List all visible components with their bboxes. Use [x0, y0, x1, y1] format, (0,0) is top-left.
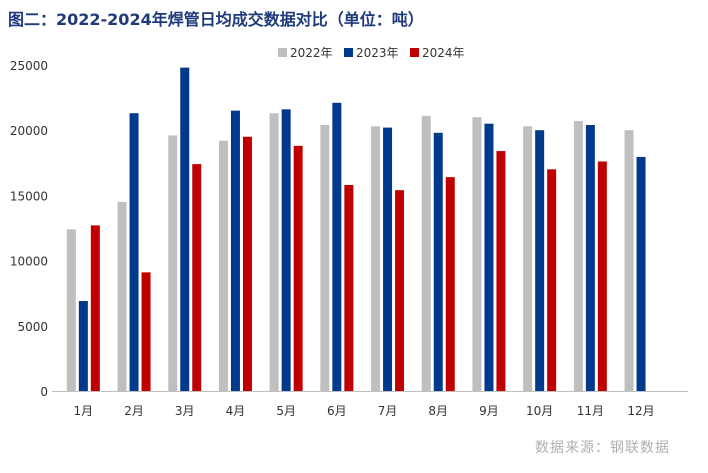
bar-2023年-6月: [332, 102, 342, 391]
bar-2024年-9月: [496, 151, 506, 391]
bar-2023年-5月: [281, 109, 291, 391]
source-note: 数据来源：钢联数据: [535, 440, 670, 456]
y-tick-label: 15000: [10, 189, 48, 203]
bar-2024年-5月: [293, 145, 303, 391]
bar-2023年-12月: [636, 156, 646, 391]
legend-swatch-2024年: [410, 48, 419, 57]
bar-2024年-1月: [90, 225, 100, 391]
bar-2023年-7月: [383, 127, 393, 391]
bar-2022年-4月: [218, 140, 228, 391]
bar-2023年-2月: [129, 113, 139, 392]
bar-2022年-10月: [523, 126, 533, 392]
bar-2022年-6月: [320, 124, 330, 391]
x-tick-label: 11月: [577, 404, 604, 418]
x-tick-label: 3月: [175, 404, 195, 418]
x-tick-label: 8月: [428, 404, 448, 418]
bar-2024年-3月: [192, 164, 202, 391]
bar-2023年-4月: [230, 110, 240, 391]
bar-2024年-8月: [445, 177, 455, 391]
y-tick-label: 20000: [10, 124, 48, 138]
bar-2024年-11月: [597, 161, 607, 391]
legend-swatch-2023年: [344, 48, 353, 57]
bar-2023年-8月: [433, 132, 443, 392]
legend-label: 2022年: [290, 46, 333, 60]
bar-2024年-2月: [141, 272, 151, 391]
legend-swatch-2022年: [278, 48, 287, 57]
bar-2022年-8月: [421, 115, 431, 391]
bar-2024年-6月: [344, 184, 354, 391]
bar-2022年-1月: [66, 229, 76, 391]
x-tick-label: 4月: [226, 404, 246, 418]
x-tick-label: 6月: [327, 404, 347, 418]
x-tick-label: 2月: [124, 404, 144, 418]
bar-2022年-12月: [624, 130, 634, 391]
bar-2022年-9月: [472, 117, 482, 391]
x-tick-label: 5月: [276, 404, 296, 418]
chart-title: 图二：2022-2024年焊管日均成交数据对比（单位：吨）: [8, 10, 424, 29]
y-tick-label: 0: [40, 385, 48, 399]
y-tick-label: 10000: [10, 255, 48, 269]
legend-label: 2024年: [422, 46, 465, 60]
bar-2023年-1月: [78, 301, 88, 391]
bar-2023年-10月: [535, 130, 545, 391]
x-tick-label: 1月: [74, 404, 94, 418]
x-tick-label: 7月: [378, 404, 398, 418]
bar-2022年-11月: [573, 121, 583, 392]
x-tick-label: 9月: [479, 404, 499, 418]
legend-label: 2023年: [356, 46, 399, 60]
bar-2023年-9月: [484, 123, 494, 392]
bar-2022年-5月: [269, 113, 279, 392]
x-tick-label: 10月: [526, 404, 553, 418]
bar-2022年-3月: [168, 135, 178, 391]
bar-2024年-7月: [395, 190, 405, 391]
y-tick-label: 25000: [10, 59, 48, 73]
bar-2022年-7月: [371, 126, 381, 392]
bar-2024年-4月: [242, 136, 252, 391]
bar-2023年-11月: [585, 124, 595, 391]
bar-2022年-2月: [117, 201, 127, 391]
x-tick-label: 12月: [627, 404, 654, 418]
y-tick-label: 5000: [17, 320, 48, 334]
bar-2023年-3月: [180, 67, 190, 391]
bar-2024年-10月: [547, 169, 557, 391]
